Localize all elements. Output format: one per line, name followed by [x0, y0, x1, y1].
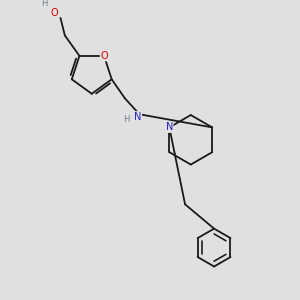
Text: N: N — [166, 122, 173, 132]
Text: H: H — [123, 115, 129, 124]
Text: N: N — [134, 112, 142, 122]
Text: H: H — [41, 0, 48, 8]
Text: O: O — [100, 51, 108, 61]
Text: O: O — [50, 8, 58, 18]
